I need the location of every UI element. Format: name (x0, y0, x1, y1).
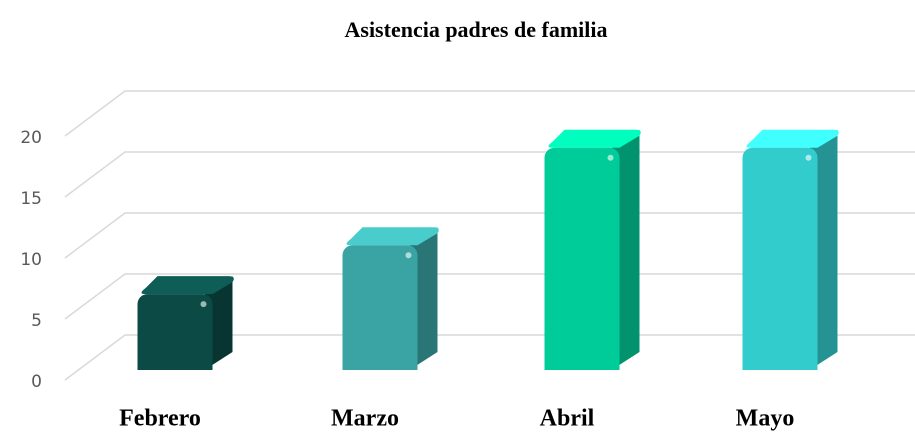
bar-front (545, 148, 620, 370)
grid-line (65, 91, 915, 136)
x-tick-label: Abril (540, 406, 595, 432)
bar-highlight (201, 301, 207, 307)
x-tick-label: Mayo (736, 406, 795, 432)
bar (343, 227, 439, 370)
x-tick-label: Febrero (119, 406, 201, 432)
y-tick-label: 15 (20, 189, 42, 209)
chart: Asistencia padres de familia 0 5 10 15 20 Feb… (0, 0, 915, 435)
chart-title: Asistencia padres de familia (345, 17, 608, 42)
bar-front (343, 245, 418, 370)
bar (743, 130, 839, 370)
x-tick-label: Marzo (331, 406, 399, 432)
bar-front (743, 148, 818, 370)
bar-front-base (545, 358, 620, 370)
bar-highlight (608, 155, 614, 161)
bar-front-base (138, 358, 213, 370)
bar (138, 276, 234, 370)
bar-highlight (806, 155, 812, 161)
y-tick-label: 10 (20, 250, 42, 270)
bar-front-base (743, 358, 818, 370)
bar (545, 130, 641, 370)
bar-highlight (406, 252, 412, 258)
y-tick-label: 0 (31, 372, 42, 392)
bar-front-base (343, 358, 418, 370)
y-tick-label: 20 (20, 128, 42, 148)
y-tick-label: 5 (31, 311, 42, 331)
